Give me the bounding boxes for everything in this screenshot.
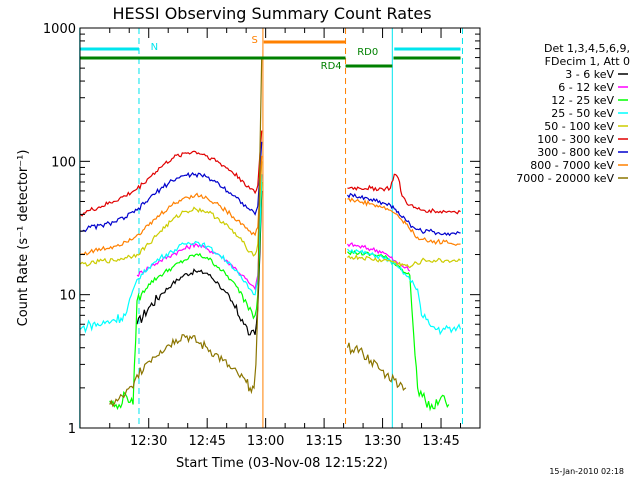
- series-line: [109, 181, 263, 411]
- footer-date: 15-Jan-2010 02:18: [549, 467, 624, 476]
- legend-header: FDecim 1, Att 0: [545, 55, 630, 68]
- x-tick-label: 13:30: [364, 434, 401, 449]
- state-label-rd0: RD0: [357, 47, 378, 58]
- legend-header: Det 1,3,4,5,6,9,: [544, 42, 630, 55]
- x-tick-label: 13:45: [422, 434, 459, 449]
- legend-entry-label: 25 - 50 keV: [551, 107, 614, 120]
- x-axis-label: Start Time (03-Nov-08 12:15:22): [176, 456, 388, 471]
- legend-entry-label: 300 - 800 keV: [537, 146, 614, 159]
- y-tick-label: 1000: [43, 22, 76, 37]
- series-line: [347, 248, 462, 336]
- legend: Det 1,3,4,5,6,9,FDecim 1, Att 03 - 6 keV…: [516, 42, 630, 185]
- legend-entry-label: 6 - 12 keV: [558, 81, 614, 94]
- series-line: [80, 174, 263, 334]
- legend-entry-label: 800 - 7000 keV: [530, 159, 614, 172]
- series-line: [347, 249, 450, 412]
- series-line: [136, 174, 263, 291]
- y-tick-label: 1: [68, 422, 76, 437]
- x-tick-label: 13:15: [305, 434, 342, 449]
- state-label-s: S: [251, 35, 257, 46]
- series-line: [136, 190, 263, 336]
- x-tick-label: 12:45: [188, 434, 225, 449]
- series-line: [346, 342, 407, 392]
- chart-title: HESSI Observing Summary Count Rates: [112, 4, 431, 23]
- series-line: [109, 57, 263, 408]
- legend-entry-label: 12 - 25 keV: [551, 94, 614, 107]
- legend-entry-label: 100 - 300 keV: [537, 133, 614, 146]
- legend-entry-label: 50 - 100 keV: [544, 120, 614, 133]
- x-tick-label: 12:30: [130, 434, 167, 449]
- series-line: [80, 155, 263, 256]
- series-line: [347, 173, 461, 215]
- y-axis-label: Count Rate (s⁻¹ detector⁻¹): [16, 150, 31, 327]
- x-tick-label: 13:00: [247, 434, 284, 449]
- series-line: [80, 130, 263, 217]
- state-label-rd4: RD4: [321, 61, 342, 72]
- series-line: [347, 254, 461, 269]
- y-tick-label: 10: [59, 289, 76, 304]
- series-line: [80, 141, 263, 233]
- plot-frame: [79, 27, 481, 429]
- plot-area: 1 10 100 1000 12:30 12:45 13:00 13:15 13:30 13:45…: [43, 22, 481, 449]
- state-label-n: N: [151, 42, 158, 53]
- y-axis-label-text: Count Rate (s⁻¹ detector⁻¹): [16, 150, 31, 327]
- legend-entry-label: 3 - 6 keV: [565, 68, 614, 81]
- series-line: [347, 197, 461, 247]
- legend-entry-label: 7000 - 20000 keV: [516, 172, 614, 185]
- series-line: [80, 161, 263, 267]
- y-tick-label: 100: [51, 155, 76, 170]
- series-line: [346, 192, 461, 237]
